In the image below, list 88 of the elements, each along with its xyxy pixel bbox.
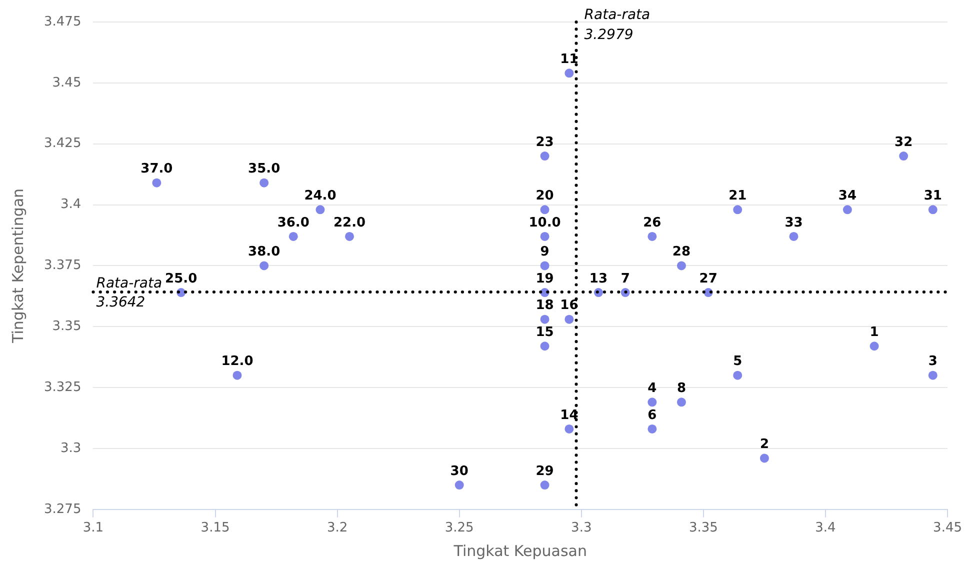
y-axis-title: Tingkat Kepentingan (8, 188, 27, 344)
point (928, 205, 938, 214)
point (648, 398, 657, 407)
point (676, 398, 686, 407)
x-axis-title: Tingkat Kepuasan (452, 542, 587, 560)
annotation: 28 (672, 244, 691, 260)
annotation: 10.0 (528, 215, 561, 230)
annotation: 38.0 (248, 244, 280, 260)
point (540, 232, 550, 241)
annotation: 29 (536, 464, 554, 479)
point (540, 152, 550, 161)
annotation: 11 (560, 52, 578, 68)
y-tick-label: 3.425 (44, 136, 82, 152)
annotation: 21 (728, 188, 747, 204)
point (260, 261, 269, 270)
point (540, 480, 550, 490)
annotation: 6 (648, 408, 657, 423)
point (564, 424, 574, 434)
x-tick-label: 3.4 (815, 520, 836, 536)
annotation: 26 (643, 215, 662, 230)
annotation: 5 (733, 354, 742, 370)
x-tick-label: 3.35 (688, 520, 718, 536)
y-tick-label: 3.475 (44, 14, 82, 30)
annotation: 19 (536, 271, 554, 286)
x-tick-label: 3.3 (571, 520, 592, 536)
point (899, 152, 908, 161)
y-tick-label: 3.3 (60, 440, 82, 456)
annotation: 2 (760, 437, 769, 452)
annotation: 33 (784, 215, 803, 230)
annotation: 9 (540, 244, 550, 260)
point (540, 314, 550, 324)
x-tick-label: 3.1 (82, 520, 104, 536)
y-tick-label: 3.35 (52, 319, 82, 334)
point (648, 232, 657, 241)
annotation: 35.0 (248, 162, 280, 177)
annotation: 37.0 (140, 162, 173, 177)
annotation: 18 (536, 298, 554, 314)
annotation: 36.0 (277, 215, 310, 230)
annotation: 34 (838, 188, 856, 204)
point (648, 424, 657, 434)
point (316, 205, 325, 214)
y-tick-label: 3.4 (60, 197, 82, 212)
point (564, 68, 574, 78)
annotation: 12.0 (221, 354, 254, 370)
x-tick-label: 3.45 (933, 520, 962, 536)
point (676, 261, 686, 270)
annotation: 31 (924, 188, 942, 204)
point (540, 261, 550, 270)
annotation: 1 (870, 324, 879, 340)
point (842, 205, 852, 214)
annotation: 22.0 (333, 215, 366, 230)
y-tick-label: 3.325 (44, 380, 82, 395)
point (733, 370, 742, 380)
x-tick-label: 3.25 (444, 520, 474, 536)
point (870, 342, 879, 351)
point (733, 205, 742, 214)
y-tick-label: 3.45 (52, 75, 82, 90)
x-tick-label: 3.15 (200, 520, 230, 536)
point (345, 232, 354, 241)
point (928, 370, 938, 380)
point (564, 314, 574, 324)
point (232, 370, 242, 380)
annotation: 32 (894, 134, 913, 150)
annotation: 8 (676, 381, 686, 396)
ref-line-label: Rata-rata 3.3642 (96, 276, 162, 311)
annotation: 3 (928, 354, 938, 370)
point (540, 342, 550, 351)
annotation: 30 (450, 464, 468, 479)
annotation: 20 (536, 188, 554, 204)
point (540, 205, 550, 214)
y-tick-label: 3.275 (44, 502, 82, 517)
annotation: 15 (536, 324, 554, 340)
point (288, 232, 298, 241)
y-tick-label: 3.375 (44, 258, 82, 274)
annotation: 4 (648, 381, 657, 396)
point (454, 480, 464, 490)
annotation: 24.0 (304, 188, 336, 204)
x-tick-label: 3.2 (326, 520, 348, 536)
annotation: 25.0 (165, 271, 198, 286)
annotation: 23 (536, 134, 554, 150)
point (260, 178, 269, 188)
point (760, 454, 769, 463)
annotation: 27 (699, 271, 718, 286)
point (789, 232, 798, 241)
annotation: 7 (620, 271, 630, 286)
ref-line-label: Rata-rata 3.2979 (584, 7, 650, 43)
annotation: 13 (589, 271, 608, 286)
point (152, 178, 162, 188)
